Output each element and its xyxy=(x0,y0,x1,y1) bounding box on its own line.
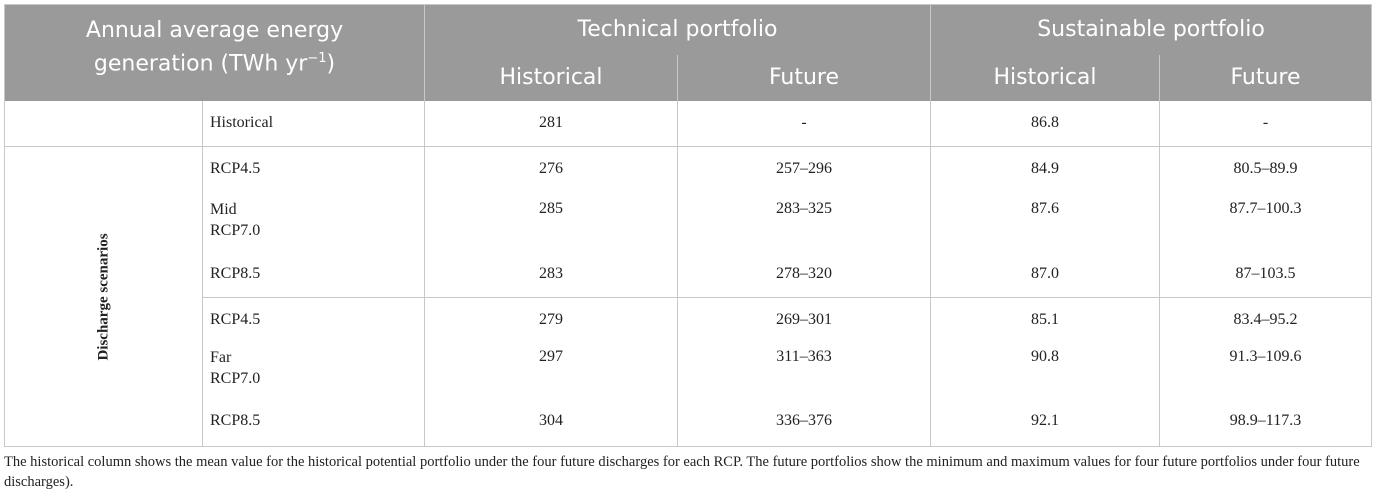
energy-table: Annual average energy generation (TWh yr… xyxy=(4,4,1373,447)
discharge-scenarios-cell: Discharge scenarios xyxy=(5,147,203,447)
rcp-label: RCP7.0 xyxy=(210,221,261,239)
corner-unit-exponent: −1 xyxy=(307,51,327,66)
row-label: Far RCP7.0 xyxy=(202,341,425,404)
table-cell: 84.9 xyxy=(930,146,1160,195)
table-cell: - xyxy=(677,100,931,147)
table-row: Far RCP7.0 297 311–363 90.8 91.3–109.6 xyxy=(5,341,1372,404)
corner-unit: generation (TWh yr xyxy=(93,51,308,77)
table-cell: 269–301 xyxy=(677,297,931,342)
table-cell: 285 xyxy=(424,194,678,257)
table-cell: 304 xyxy=(424,403,678,447)
table-row: RCP8.5 283 278–320 87.0 87–103.5 xyxy=(4,256,1372,298)
table-cell: 281 xyxy=(424,100,678,147)
table-cell: 276 xyxy=(424,146,678,195)
table-row: Historical 281 - 86.8 - xyxy=(4,100,1372,147)
table-cell: 283 xyxy=(424,256,678,298)
row-label: Mid RCP7.0 xyxy=(202,194,425,257)
table-cell: 90.8 xyxy=(930,341,1160,404)
row-label: Historical xyxy=(202,100,425,147)
tech-historical-header: Historical xyxy=(424,54,678,101)
row-label: RCP8.5 xyxy=(202,256,425,298)
table-cell: 283–325 xyxy=(677,194,931,257)
table-cell: 80.5–89.9 xyxy=(1158,146,1372,195)
table-cell: 297 xyxy=(424,341,678,404)
table-cell: 91.3–109.6 xyxy=(1158,341,1372,404)
row-label: RCP4.5 xyxy=(202,297,425,342)
sust-historical-header: Historical xyxy=(930,54,1160,101)
row-label: RCP4.5 xyxy=(202,146,425,195)
tech-future-header: Future xyxy=(677,54,931,101)
table-cell: 87–103.5 xyxy=(1158,256,1372,298)
table-cell: 87.7–100.3 xyxy=(1158,194,1372,257)
table-cell: 87.6 xyxy=(930,194,1160,257)
table-row: Mid RCP7.0 285 283–325 87.6 87.7–100.3 xyxy=(5,194,1372,257)
table-row: RCP8.5 304 336–376 92.1 98.9–117.3 xyxy=(5,403,1372,447)
table-cell: 83.4–95.2 xyxy=(1158,297,1372,342)
table-cell: 257–296 xyxy=(677,146,931,195)
sustainable-portfolio-header: Sustainable portfolio xyxy=(929,4,1372,55)
table-row: RCP4.5 279 269–301 85.1 83.4–95.2 xyxy=(5,297,1372,342)
row-label: RCP8.5 xyxy=(202,403,425,447)
rcp-label: RCP4.5 xyxy=(210,311,261,328)
table-cell: 279 xyxy=(424,297,678,342)
corner-header-line1: Annual average energy xyxy=(85,18,344,43)
table-footnote: The historical column shows the mean val… xyxy=(4,454,1360,490)
rcp-label: RCP8.5 xyxy=(210,264,261,282)
table-cell: 86.8 xyxy=(930,100,1160,147)
table-cell: 87.0 xyxy=(930,256,1160,298)
sust-future-header: Future xyxy=(1158,54,1372,101)
corner-header: Annual average energy generation (TWh yr… xyxy=(5,5,425,101)
corner-header-line2: generation (TWh yr−1) xyxy=(5,45,424,78)
table-cell: 336–376 xyxy=(677,403,931,447)
rcp-label: RCP7.0 xyxy=(210,369,261,387)
table-cell: 311–363 xyxy=(677,341,931,404)
rcp-label: RCP8.5 xyxy=(210,411,261,429)
table-cell: - xyxy=(1158,100,1372,147)
table-cell: 92.1 xyxy=(930,403,1160,447)
discharge-scenarios-label: Discharge scenarios xyxy=(95,232,111,361)
table-cell: 98.9–117.3 xyxy=(1158,403,1372,447)
empty-cell xyxy=(5,101,203,147)
table-cell: 278–320 xyxy=(677,256,931,298)
rcp-label: RCP4.5 xyxy=(210,160,261,177)
corner-unit-close: ) xyxy=(326,51,336,77)
technical-portfolio-header: Technical portfolio xyxy=(424,4,931,55)
table-row: Discharge scenarios RCP4.5 276 257–296 8… xyxy=(5,146,1372,360)
period-label: Far xyxy=(210,348,232,366)
table-cell: 85.1 xyxy=(930,297,1160,342)
period-label: Mid xyxy=(210,200,237,218)
